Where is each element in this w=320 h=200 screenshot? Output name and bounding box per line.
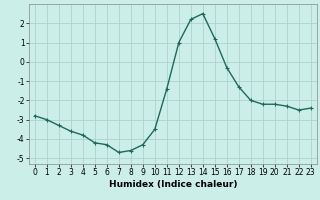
X-axis label: Humidex (Indice chaleur): Humidex (Indice chaleur): [108, 180, 237, 189]
